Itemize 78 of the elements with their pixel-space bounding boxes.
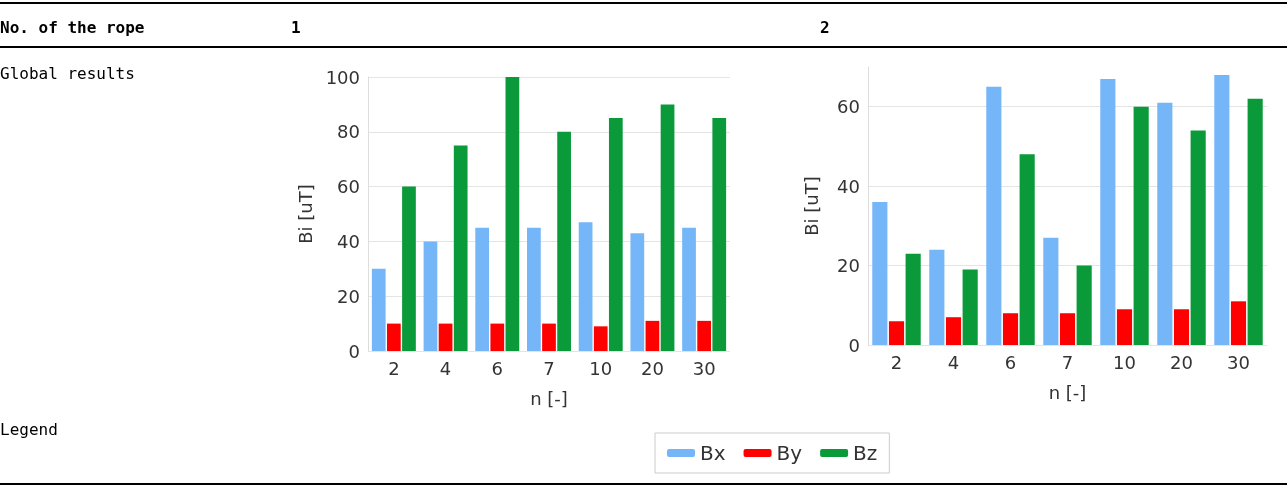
x-tick-label: 20: [1170, 351, 1193, 373]
y-tick-label: 20: [337, 285, 360, 307]
bar: [872, 202, 888, 345]
bar: [371, 268, 386, 351]
bar: [557, 131, 571, 351]
text: Legend: [0, 420, 58, 439]
bar: [1019, 154, 1035, 345]
x-tick-label: 7: [543, 357, 555, 379]
bar: [1214, 74, 1230, 345]
bar: [697, 320, 712, 351]
bar: [1133, 106, 1149, 345]
bar: [929, 249, 945, 345]
text: No. of the rope: [0, 18, 145, 37]
x-tick-label: 4: [947, 351, 960, 373]
bar: [527, 227, 541, 351]
bar: [475, 227, 490, 351]
x-tick-label: 2: [890, 351, 903, 373]
bar: [712, 118, 727, 351]
bar: [888, 321, 905, 345]
legend-label: Bz: [853, 441, 878, 465]
y-tick-label: 0: [348, 340, 360, 362]
text: Global results: [0, 64, 135, 83]
bar: [645, 320, 660, 351]
x-tick-label: 4: [439, 357, 452, 379]
y-tick-label: 20: [837, 255, 860, 277]
bar: [1230, 301, 1247, 345]
bar: [682, 227, 696, 351]
x-tick-label: 6: [491, 357, 504, 379]
bar: [438, 323, 453, 351]
bar: [945, 317, 962, 345]
y-tick-label: 100: [325, 66, 360, 88]
bar: [593, 326, 608, 351]
y-tick-label: 40: [337, 230, 360, 252]
bar: [386, 323, 401, 351]
y-tick-label: 40: [837, 175, 860, 197]
x-tick-label: 2: [388, 357, 400, 379]
bar: [402, 186, 416, 351]
bar: [542, 323, 556, 351]
x-tick-label: 10: [1113, 351, 1136, 373]
bar: [578, 222, 593, 351]
legend-label: Bx: [700, 441, 726, 465]
chart-title: 2: [820, 18, 830, 37]
y-axis-title: Bi [uT]: [800, 176, 822, 236]
bar: [962, 269, 978, 345]
bar: [986, 86, 1002, 345]
x-tick-label: 30: [692, 357, 716, 379]
x-tick-label: 7: [1061, 351, 1074, 373]
legend-label: By: [776, 441, 803, 465]
bar: [1100, 78, 1116, 345]
x-tick-label: 10: [589, 357, 613, 379]
x-tick-label: 6: [1004, 351, 1017, 373]
bar: [1076, 265, 1092, 345]
bar: [1002, 313, 1019, 345]
bar: [1116, 309, 1133, 345]
x-axis-title: n [-]: [1048, 381, 1087, 403]
x-axis-title: n [-]: [530, 387, 568, 409]
x-tick-label: 20: [640, 357, 664, 379]
bar: [1247, 98, 1263, 345]
bar: [1190, 130, 1206, 345]
bar: [905, 253, 921, 345]
bar: [630, 233, 645, 351]
bar: [608, 118, 623, 351]
y-axis-title: Bi [uT]: [295, 184, 317, 244]
bar: [1059, 313, 1076, 345]
y-tick-label: 60: [837, 96, 860, 118]
bar: [660, 104, 675, 351]
bar: [505, 77, 520, 351]
chart-title: 1: [291, 18, 301, 37]
bar: [1157, 102, 1173, 345]
x-tick-label: 30: [1227, 351, 1250, 373]
bar: [423, 241, 438, 351]
bar: [453, 145, 468, 351]
y-tick-label: 80: [337, 121, 360, 143]
y-tick-label: 0: [848, 334, 860, 356]
bar: [1173, 309, 1190, 345]
bar: [1043, 237, 1059, 345]
bar: [490, 323, 505, 351]
y-tick-label: 60: [337, 176, 360, 198]
